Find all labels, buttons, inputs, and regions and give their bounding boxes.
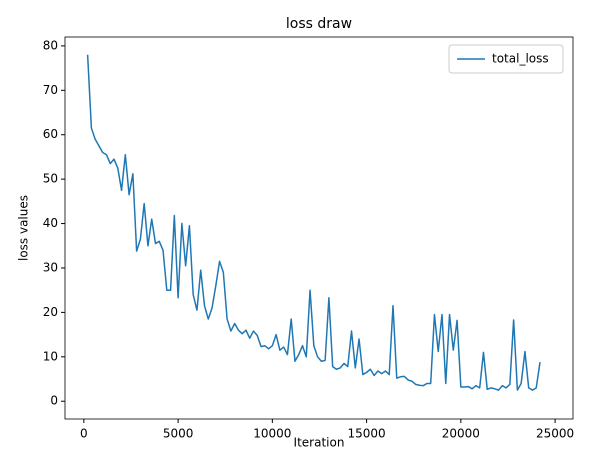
y-tick-label: 50 [43, 172, 58, 186]
y-tick-label: 10 [43, 349, 58, 363]
y-tick-label: 20 [43, 305, 58, 319]
y-tick-label: 40 [43, 216, 58, 230]
plot-frame [64, 36, 574, 420]
y-axis-label: loss values [17, 195, 31, 261]
legend-label: total_loss [492, 52, 549, 66]
x-tick-label: 25000 [536, 427, 574, 441]
y-tick-label: 70 [43, 83, 58, 97]
x-tick-label: 10000 [253, 427, 291, 441]
loss-line [86, 54, 541, 391]
legend-box [448, 44, 564, 74]
y-tick-label: 0 [50, 394, 58, 408]
x-tick-label: 5000 [163, 427, 194, 441]
x-tick-label: 20000 [442, 427, 480, 441]
y-tick-label: 60 [43, 127, 58, 141]
chart-title: loss draw [286, 16, 352, 32]
x-axis-label: Iteration [294, 436, 345, 450]
y-tick-label: 30 [43, 260, 58, 274]
y-tick-label: 80 [43, 38, 58, 52]
x-tick-label: 15000 [348, 427, 386, 441]
x-tick-label: 0 [80, 427, 88, 441]
